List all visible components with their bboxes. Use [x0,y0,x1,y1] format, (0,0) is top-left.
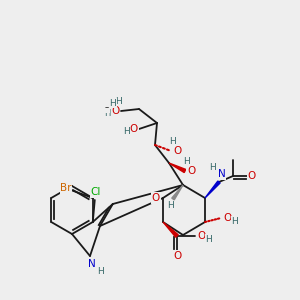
Text: O: O [111,106,119,116]
Text: H: H [232,217,238,226]
Text: O: O [187,166,195,176]
Polygon shape [172,185,183,200]
Text: H: H [123,128,129,136]
Text: O: O [248,171,256,181]
Text: O: O [152,193,160,203]
Text: Br: Br [60,183,71,193]
Text: H: H [97,266,104,275]
Polygon shape [163,222,178,237]
Text: H: H [116,97,122,106]
Text: N: N [88,259,96,269]
Text: H: H [110,98,116,107]
Text: Cl: Cl [91,187,101,197]
Polygon shape [205,181,220,198]
Text: H: H [184,157,190,166]
Text: O: O [173,146,181,156]
Text: H: H [206,235,212,244]
Text: O: O [223,213,231,223]
Text: O: O [130,124,138,134]
Text: N: N [218,169,226,179]
Text: O: O [173,251,181,261]
Text: H: H [168,202,174,211]
Text: O: O [197,231,205,241]
Text: H: H [104,110,110,118]
Polygon shape [169,163,186,172]
Text: H: H [210,164,216,172]
Text: H: H [169,136,176,146]
Text: –: – [105,103,109,112]
